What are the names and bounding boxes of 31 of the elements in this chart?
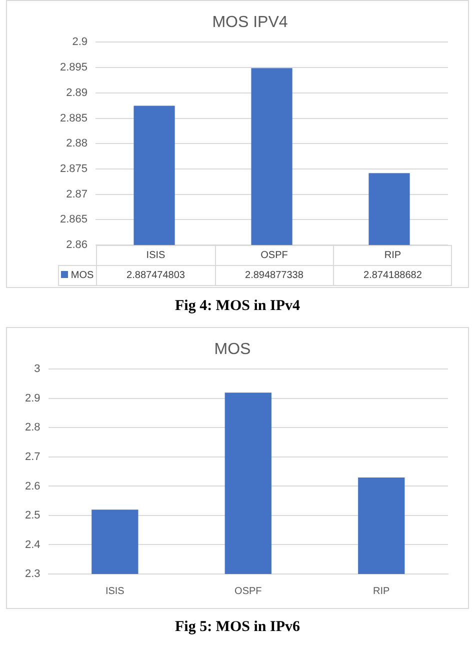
- x-tick-label: RIP: [373, 586, 390, 597]
- y-tick-label: 2.5: [24, 510, 40, 522]
- y-tick-label: 2.89: [66, 86, 88, 99]
- y-tick-label: 3: [34, 363, 40, 376]
- x-tick-label: ISIS: [96, 246, 215, 266]
- legend-label: MOS: [58, 266, 97, 286]
- y-tick-label: 2.875: [60, 162, 88, 175]
- chart-title: MOS IPV4: [212, 14, 288, 32]
- x-tick-label: OSPF: [215, 246, 334, 266]
- y-tick-label: 2.9: [24, 392, 40, 404]
- y-tick-label: 2.895: [60, 62, 88, 74]
- y-tick-label: 2.9: [72, 36, 88, 48]
- data-label: 2.887474803: [96, 266, 215, 286]
- y-tick-label: 2.8: [24, 422, 40, 434]
- y-tick-label: 2.3: [24, 568, 40, 580]
- y-tick-label: 2.7: [24, 451, 40, 464]
- caption: Fig 4: MOS in IPv4: [174, 298, 301, 315]
- y-tick-label: 2.86: [66, 239, 88, 252]
- x-tick-label: OSPF: [234, 586, 262, 597]
- x-tick-label: ISIS: [105, 586, 125, 597]
- chart-title: MOS: [214, 341, 251, 358]
- y-tick-label: 2.87: [66, 188, 88, 200]
- y-tick-label: 2.88: [66, 138, 88, 150]
- x-tick-label: RIP: [333, 246, 452, 266]
- data-label: 2.894877338: [215, 266, 334, 286]
- data-label: 2.874188682: [333, 266, 452, 286]
- y-tick-label: 2.885: [60, 112, 88, 124]
- y-tick-label: 2.6: [24, 480, 40, 492]
- y-tick-label: 2.865: [60, 214, 88, 226]
- caption: Fig 5: MOS in IPv6: [174, 619, 301, 636]
- y-tick-label: 2.4: [24, 538, 40, 551]
